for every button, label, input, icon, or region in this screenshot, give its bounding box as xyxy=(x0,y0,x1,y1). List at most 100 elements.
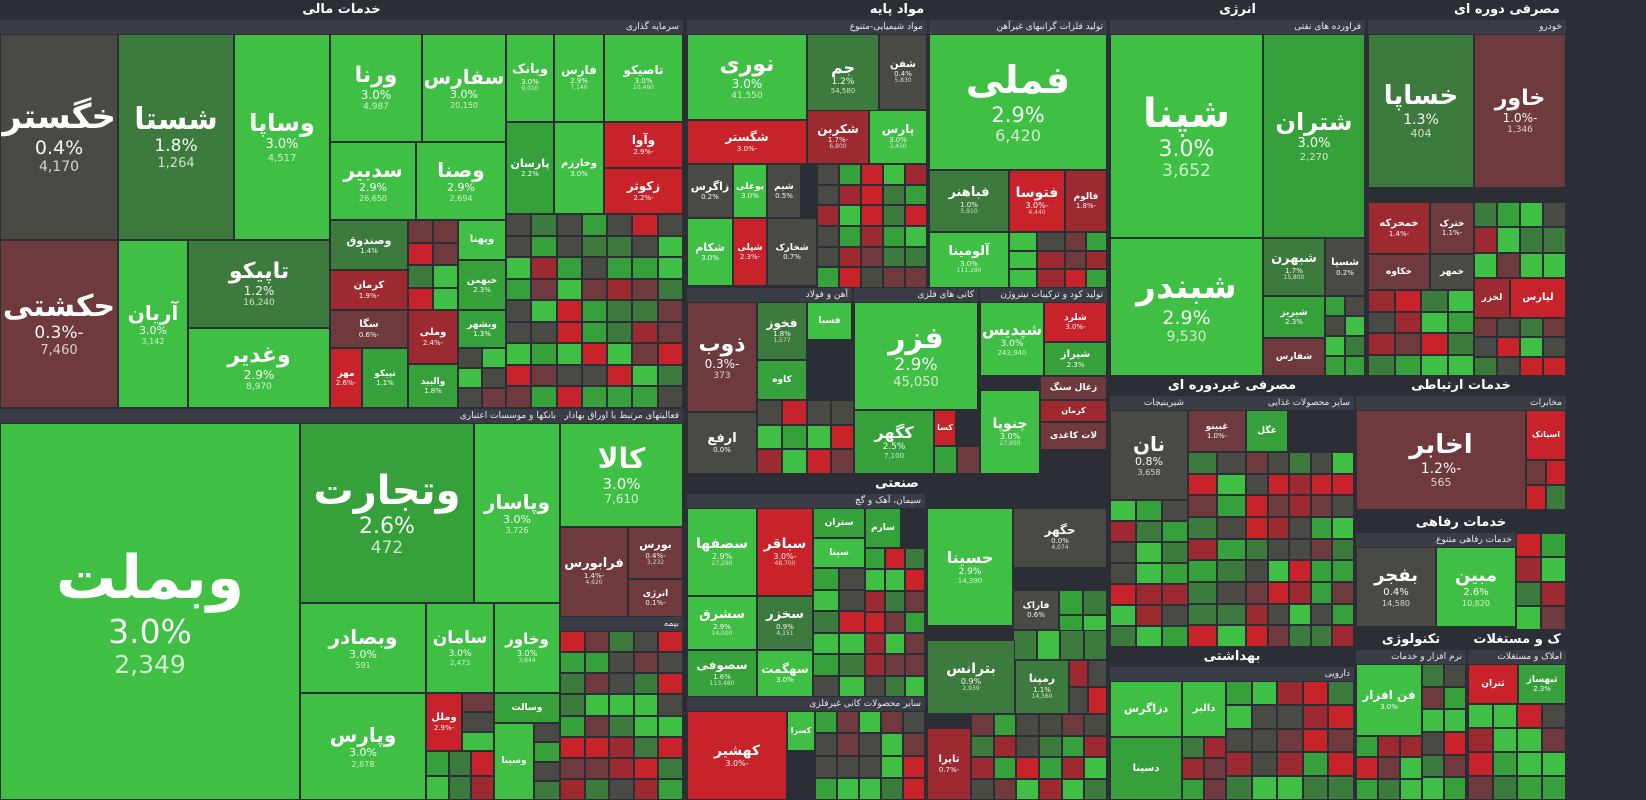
minor-symbol-tile[interactable] xyxy=(560,736,585,758)
minor-symbol-tile[interactable] xyxy=(1217,517,1246,539)
minor-symbol-tile[interactable] xyxy=(1289,625,1311,647)
symbol-tile[interactable]: سدبیر 2.9% 26,650 xyxy=(330,142,416,220)
minor-symbol-tile[interactable] xyxy=(1246,473,1268,496)
minor-symbol-tile[interactable] xyxy=(607,321,633,344)
industry-group-header[interactable]: بانکها و موسسات اعتباری xyxy=(0,409,560,423)
minor-symbol-tile[interactable] xyxy=(830,424,854,450)
minor-symbol-tile[interactable] xyxy=(885,633,905,655)
minor-symbol-tile[interactable] xyxy=(1039,714,1062,736)
minor-symbol-tile[interactable] xyxy=(903,777,925,800)
minor-symbol-tile[interactable] xyxy=(905,633,925,655)
minor-symbol-tile[interactable] xyxy=(607,278,633,301)
symbol-tile[interactable]: نان 0.8% 3,658 xyxy=(1110,410,1188,500)
minor-symbol-tile[interactable] xyxy=(657,300,683,322)
minor-symbol-tile[interactable] xyxy=(1345,336,1365,356)
minor-symbol-tile[interactable] xyxy=(865,633,885,655)
minor-symbol-tile[interactable] xyxy=(584,778,610,800)
minor-symbol-tile[interactable] xyxy=(1332,538,1354,561)
minor-symbol-tile[interactable] xyxy=(506,257,532,279)
minor-symbol-tile[interactable] xyxy=(1009,250,1037,270)
minor-symbol-tile[interactable] xyxy=(560,757,585,779)
symbol-tile[interactable]: آریان 3.0% 3,142 xyxy=(118,240,188,408)
minor-symbol-tile[interactable] xyxy=(1520,252,1543,278)
minor-symbol-tile[interactable] xyxy=(839,246,861,268)
minor-symbol-tile[interactable] xyxy=(1422,777,1444,800)
minor-symbol-tile[interactable] xyxy=(881,733,903,756)
minor-symbol-tile[interactable] xyxy=(1444,686,1466,710)
minor-symbol-tile[interactable] xyxy=(993,735,1017,757)
sector-header[interactable]: تکنولوژی xyxy=(1356,630,1466,650)
symbol-tile[interactable]: وبانک 3.0% 9,010 xyxy=(506,34,554,122)
minor-symbol-tile[interactable] xyxy=(658,736,683,758)
minor-symbol-tile[interactable] xyxy=(1345,316,1365,336)
minor-symbol-tile[interactable] xyxy=(905,184,927,206)
minor-symbol-tile[interactable] xyxy=(482,388,506,408)
minor-symbol-tile[interactable] xyxy=(1188,495,1217,517)
minor-symbol-tile[interactable] xyxy=(839,226,861,247)
symbol-tile[interactable]: وبملت 3.0% 2,349 xyxy=(0,423,300,800)
symbol-tile[interactable]: غبینو -1.0% xyxy=(1188,410,1246,452)
sector-header[interactable]: مصرفی دوره ای xyxy=(1368,0,1646,20)
minor-symbol-tile[interactable] xyxy=(1325,336,1345,356)
symbol-tile[interactable]: وصنا 2.9% 2,694 xyxy=(416,142,506,220)
industry-group-header[interactable]: سایر محصولات غذایی xyxy=(1188,396,1354,410)
symbol-tile[interactable]: خترک -1.1% xyxy=(1430,202,1474,254)
minor-symbol-tile[interactable] xyxy=(1400,757,1422,779)
minor-symbol-tile[interactable] xyxy=(815,777,837,800)
minor-symbol-tile[interactable] xyxy=(813,675,839,697)
minor-symbol-tile[interactable] xyxy=(1332,625,1354,647)
minor-symbol-tile[interactable] xyxy=(1421,290,1448,312)
minor-symbol-tile[interactable] xyxy=(817,267,839,288)
minor-symbol-tile[interactable] xyxy=(584,631,610,653)
minor-symbol-tile[interactable] xyxy=(1267,473,1290,496)
minor-symbol-tile[interactable] xyxy=(1188,538,1217,561)
minor-symbol-tile[interactable] xyxy=(1468,752,1493,776)
minor-symbol-tile[interactable] xyxy=(1162,500,1188,521)
minor-symbol-tile[interactable] xyxy=(1517,776,1542,800)
industry-group-header[interactable]: سرمایه گذاری xyxy=(0,20,683,34)
symbol-tile[interactable]: زغال سنگ xyxy=(1040,376,1107,400)
symbol-tile[interactable]: خگستر 0.4% 4,170 xyxy=(0,34,118,240)
minor-symbol-tile[interactable] xyxy=(905,246,927,268)
minor-symbol-tile[interactable] xyxy=(1468,728,1493,752)
minor-symbol-tile[interactable] xyxy=(471,775,494,800)
minor-symbol-tile[interactable] xyxy=(1289,560,1311,582)
minor-symbol-tile[interactable] xyxy=(471,751,494,776)
industry-group-header[interactable]: خدمات رفاهی متنوع xyxy=(1356,533,1516,547)
minor-symbol-tile[interactable] xyxy=(1543,227,1566,253)
minor-symbol-tile[interactable] xyxy=(633,778,659,800)
minor-symbol-tile[interactable] xyxy=(1444,732,1466,755)
minor-symbol-tile[interactable] xyxy=(1289,517,1311,539)
symbol-tile[interactable]: بوعلی 3.0% xyxy=(733,164,767,218)
minor-symbol-tile[interactable] xyxy=(1084,778,1107,800)
minor-symbol-tile[interactable] xyxy=(1136,605,1162,626)
minor-symbol-tile[interactable] xyxy=(905,267,927,288)
symbol-tile[interactable]: شپدیس 3.0% 243,940 xyxy=(980,302,1044,376)
sector-header[interactable]: ک و مستغلات xyxy=(1468,630,1566,650)
symbol-tile[interactable]: وتجارت 2.6% 472 xyxy=(300,423,474,603)
minor-symbol-tile[interactable] xyxy=(448,751,472,776)
minor-symbol-tile[interactable] xyxy=(531,257,557,279)
symbol-tile[interactable]: سگا -0.6% xyxy=(330,310,408,348)
minor-symbol-tile[interactable] xyxy=(1310,560,1333,582)
minor-symbol-tile[interactable] xyxy=(609,778,634,800)
symbol-tile[interactable]: بفجر 0.4% 14,580 xyxy=(1356,547,1436,627)
minor-symbol-tile[interactable] xyxy=(865,654,885,676)
symbol-tile[interactable]: شپلی -2.3% xyxy=(733,218,767,286)
minor-symbol-tile[interactable] xyxy=(1061,778,1085,800)
symbol-tile[interactable]: تایرا -0.7% xyxy=(927,728,971,800)
minor-symbol-tile[interactable] xyxy=(534,742,560,762)
minor-symbol-tile[interactable] xyxy=(1332,517,1354,539)
minor-symbol-tile[interactable] xyxy=(1083,630,1107,660)
minor-symbol-tile[interactable] xyxy=(1400,778,1422,800)
minor-symbol-tile[interactable] xyxy=(556,343,582,365)
minor-symbol-tile[interactable] xyxy=(830,400,854,425)
minor-symbol-tile[interactable] xyxy=(1088,660,1107,687)
symbol-tile[interactable]: اخابر -1.2% 565 xyxy=(1356,410,1526,510)
minor-symbol-tile[interactable] xyxy=(905,226,927,247)
minor-symbol-tile[interactable] xyxy=(1394,354,1421,376)
industry-group-header[interactable]: مواد شیمیایی-متنوع xyxy=(687,20,927,34)
symbol-tile[interactable]: فاراک 0.6% xyxy=(1013,590,1059,630)
minor-symbol-tile[interactable] xyxy=(839,184,861,206)
symbol-tile[interactable]: اسیاتک xyxy=(1526,410,1566,460)
